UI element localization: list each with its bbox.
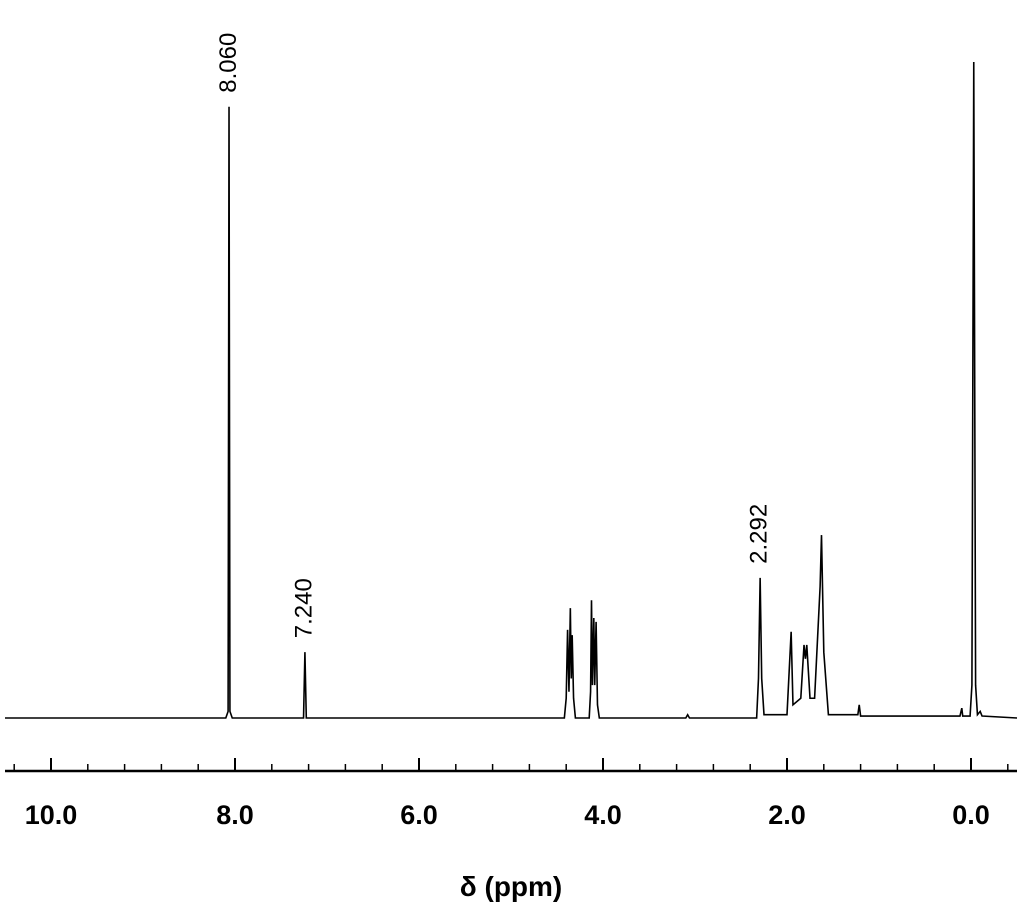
x-tick-label: 0.0 [952,800,990,830]
x-axis-title: δ (ppm) [460,871,563,902]
x-tick-label: 2.0 [768,800,806,830]
peak-label: 2.292 [745,504,772,564]
x-tick-label: 8.0 [216,800,254,830]
x-tick-label: 6.0 [400,800,438,830]
spectrum-line [5,61,1018,719]
x-tick-label: 4.0 [584,800,622,830]
x-tick-label: 10.0 [25,800,78,830]
peak-label: 7.240 [290,578,317,638]
peak-label: 8.060 [215,33,242,93]
